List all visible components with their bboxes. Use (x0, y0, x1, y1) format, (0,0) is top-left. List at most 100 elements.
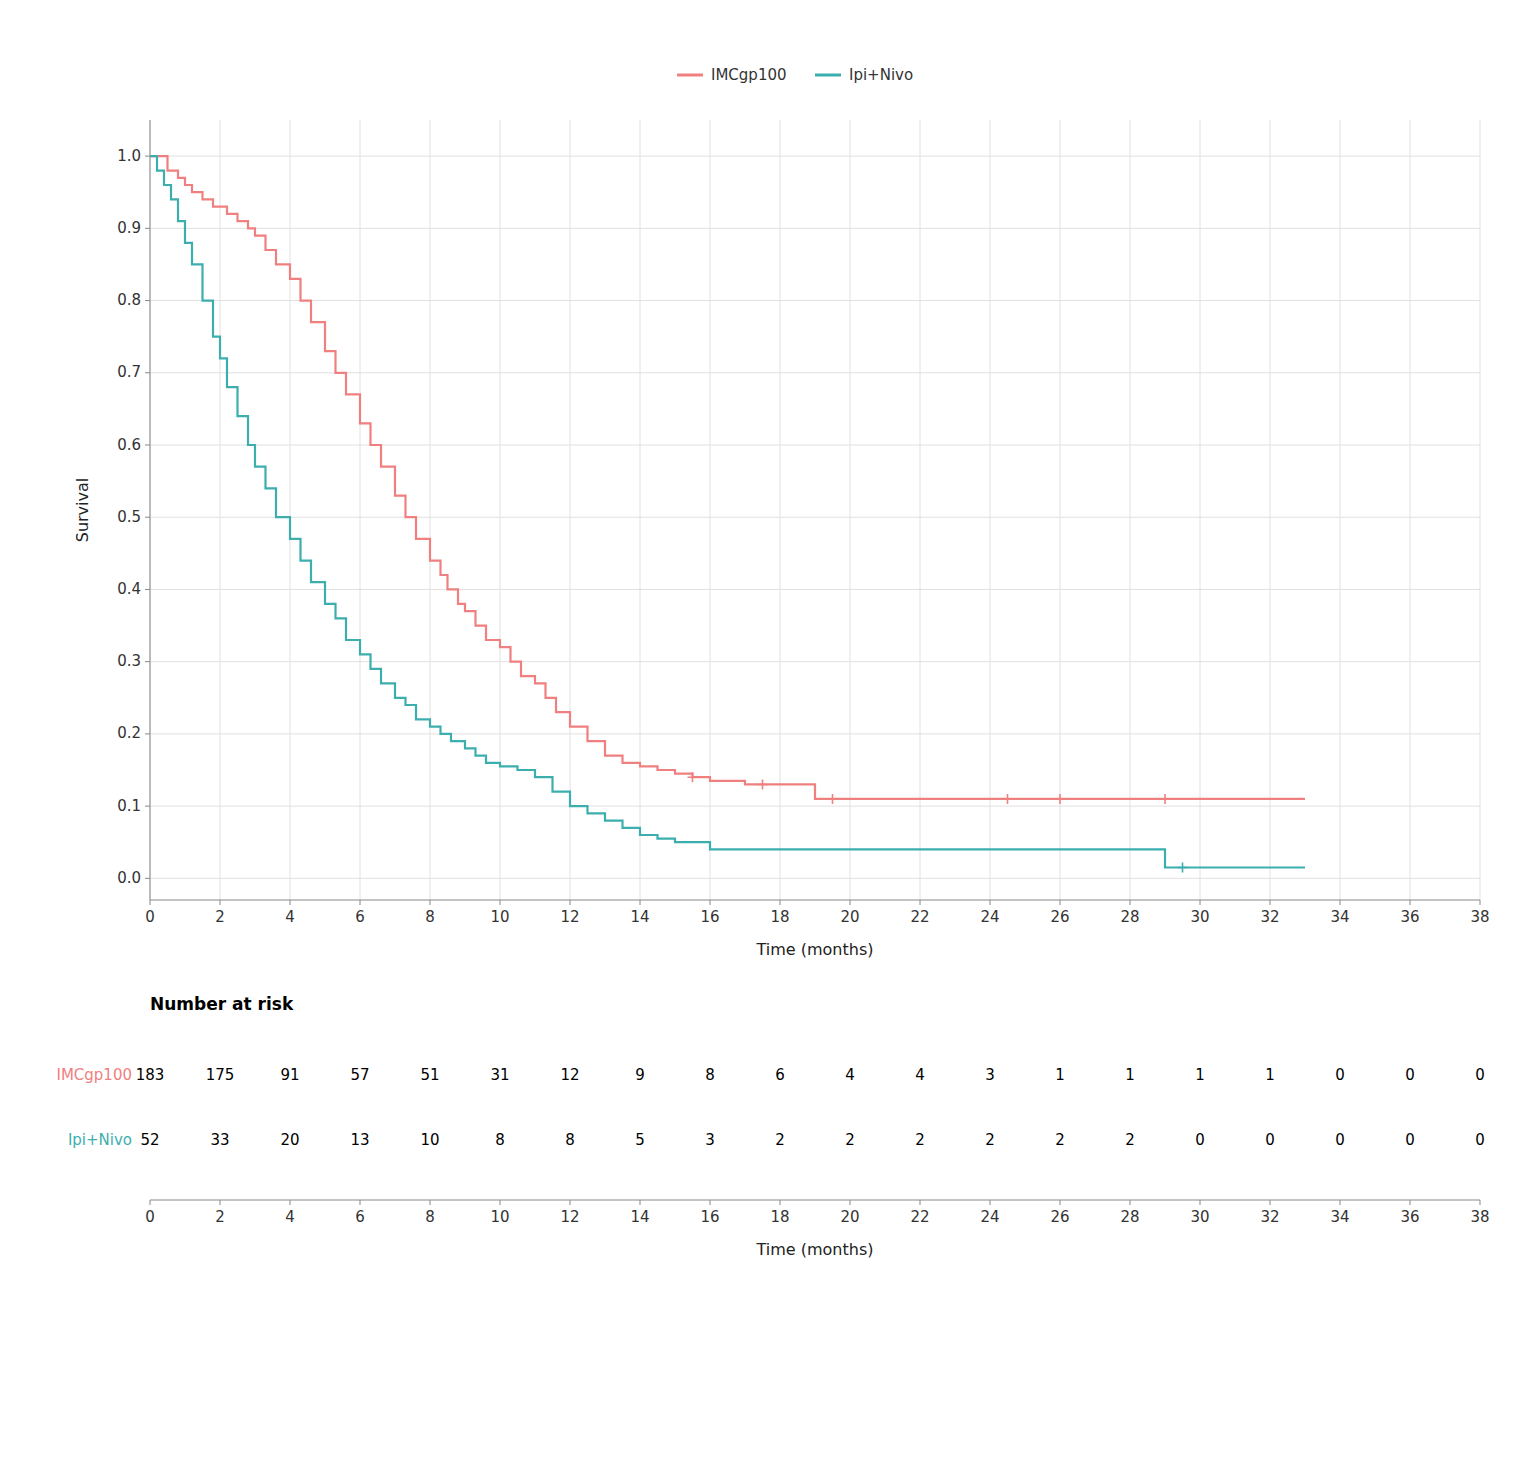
risk-count: 175 (206, 1066, 235, 1084)
grid-line-x (1200, 120, 1201, 900)
grid-line-y (150, 300, 1480, 301)
risk-row-label: IMCgp100 (56, 1066, 132, 1084)
x-tick (570, 900, 571, 905)
y-tick (145, 661, 150, 662)
risk-count: 13 (350, 1131, 369, 1149)
grid-line-y (150, 733, 1480, 734)
survival-curve (150, 156, 1305, 867)
grid-line-y (150, 589, 1480, 590)
x-tick-label: 10 (490, 908, 509, 926)
x-tick (570, 1200, 571, 1205)
risk-x-axis-label: Time (months) (756, 1240, 874, 1259)
censor-mark (1055, 794, 1065, 804)
y-tick-label: 0.2 (117, 724, 141, 742)
x-tick (920, 1200, 921, 1205)
risk-count: 1 (1195, 1066, 1205, 1084)
risk-count: 0 (1405, 1066, 1415, 1084)
risk-count: 6 (775, 1066, 785, 1084)
x-tick-label: 16 (700, 908, 719, 926)
x-tick (1200, 1200, 1201, 1205)
x-tick (1410, 900, 1411, 905)
risk-count: 33 (210, 1131, 229, 1149)
censor-mark (688, 772, 698, 782)
x-tick-label: 12 (560, 1208, 579, 1226)
x-tick-label: 30 (1190, 908, 1209, 926)
risk-count: 2 (775, 1131, 785, 1149)
x-tick (710, 1200, 711, 1205)
legend-label: Ipi+Nivo (849, 66, 913, 84)
legend-label: IMCgp100 (711, 66, 787, 84)
x-tick-label: 28 (1120, 908, 1139, 926)
legend-swatch (815, 74, 841, 77)
x-tick (710, 900, 711, 905)
x-tick-label: 20 (840, 1208, 859, 1226)
y-tick-label: 0.4 (117, 580, 141, 598)
legend-swatch (677, 74, 703, 77)
x-tick (1270, 1200, 1271, 1205)
x-tick-label: 24 (980, 908, 999, 926)
x-tick-label: 0 (145, 1208, 155, 1226)
x-tick (1480, 1200, 1481, 1205)
y-tick-label: 1.0 (117, 147, 141, 165)
risk-count: 3 (705, 1131, 715, 1149)
x-tick-label: 36 (1400, 1208, 1419, 1226)
grid-line-x (710, 120, 711, 900)
y-tick (145, 517, 150, 518)
risk-count: 0 (1335, 1131, 1345, 1149)
x-tick-label: 20 (840, 908, 859, 926)
x-tick (150, 1200, 151, 1205)
y-tick (145, 806, 150, 807)
y-tick (145, 372, 150, 373)
risk-count: 2 (1055, 1131, 1065, 1149)
censor-mark (1160, 794, 1170, 804)
x-tick-label: 14 (630, 1208, 649, 1226)
x-tick-label: 0 (145, 908, 155, 926)
x-tick-label: 4 (285, 908, 295, 926)
x-tick-label: 32 (1260, 1208, 1279, 1226)
grid-line-x (150, 120, 151, 900)
y-axis-line (150, 120, 151, 900)
x-tick-label: 18 (770, 908, 789, 926)
risk-count: 4 (915, 1066, 925, 1084)
x-tick (850, 1200, 851, 1205)
y-tick (145, 228, 150, 229)
y-tick (145, 878, 150, 879)
grid-line-x (1270, 120, 1271, 900)
x-tick (1060, 900, 1061, 905)
x-tick (1130, 1200, 1131, 1205)
grid-line-x (1130, 120, 1131, 900)
risk-count: 51 (420, 1066, 439, 1084)
x-tick-label: 16 (700, 1208, 719, 1226)
risk-count: 183 (136, 1066, 165, 1084)
grid-line-x (360, 120, 361, 900)
y-tick (145, 733, 150, 734)
risk-count: 12 (560, 1066, 579, 1084)
y-tick (145, 445, 150, 446)
risk-count: 57 (350, 1066, 369, 1084)
grid-line-x (1410, 120, 1411, 900)
grid-line-x (1060, 120, 1061, 900)
x-tick (640, 900, 641, 905)
x-tick (1130, 900, 1131, 905)
risk-count: 52 (140, 1131, 159, 1149)
grid-line-x (1340, 120, 1341, 900)
x-tick-label: 34 (1330, 1208, 1349, 1226)
grid-line-y (150, 445, 1480, 446)
y-tick-label: 0.7 (117, 363, 141, 381)
risk-count: 0 (1195, 1131, 1205, 1149)
x-tick-label: 14 (630, 908, 649, 926)
chart: 0.00.10.20.30.40.50.60.70.80.91.00246810… (0, 0, 1530, 1476)
x-tick (1200, 900, 1201, 905)
risk-count: 10 (420, 1131, 439, 1149)
grid-line-x (920, 120, 921, 900)
x-tick-label: 34 (1330, 908, 1349, 926)
y-tick (145, 300, 150, 301)
x-tick (780, 1200, 781, 1205)
risk-count: 9 (635, 1066, 645, 1084)
grid-line-y (150, 156, 1480, 157)
grid-line-y (150, 806, 1480, 807)
x-tick-label: 8 (425, 1208, 435, 1226)
censor-mark (1178, 863, 1188, 873)
x-tick-label: 12 (560, 908, 579, 926)
x-tick (150, 900, 151, 905)
